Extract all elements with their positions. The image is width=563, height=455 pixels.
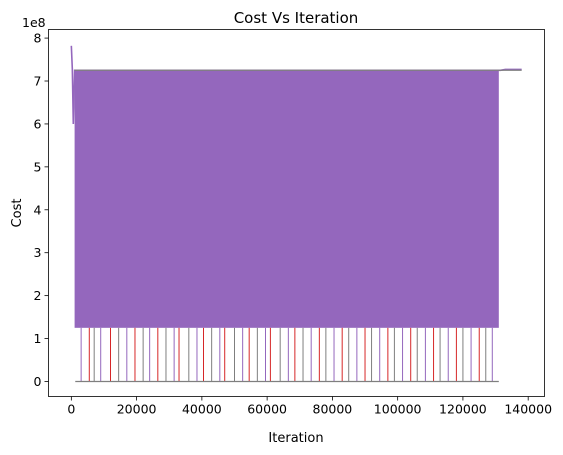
- y-axis-label: Cost: [10, 199, 25, 228]
- y-tick-label: 7: [34, 74, 42, 89]
- y-tick-label: 1: [34, 331, 42, 346]
- x-tick-label: 120000: [439, 402, 487, 417]
- plot-frame: [48, 29, 545, 397]
- x-tick-label: 140000: [504, 402, 552, 417]
- y-axis-ticks: 0 1 2 3 4 5 6 7 8: [34, 31, 49, 389]
- y-tick-label: 6: [34, 116, 42, 131]
- x-tick-label: 40000: [182, 402, 222, 417]
- x-axis-label: Iteration: [268, 431, 323, 446]
- y-tick-label: 0: [34, 374, 42, 389]
- x-tick-label: 100000: [374, 402, 422, 417]
- series-dense-band: [74, 70, 499, 328]
- plot-area: [70, 45, 522, 383]
- x-tick-label: 0: [67, 402, 75, 417]
- chart-title: Cost Vs Iteration: [234, 9, 359, 27]
- y-tick-label: 5: [34, 159, 42, 174]
- y-tick-label: 3: [34, 245, 42, 260]
- x-tick-label: 60000: [247, 402, 287, 417]
- y-axis-offset-label: 1e8: [22, 15, 46, 30]
- y-tick-label: 8: [34, 31, 42, 46]
- y-tick-label: 4: [34, 202, 42, 217]
- x-axis-ticks: 0 20000 40000 60000 80000 100000 120000 140000: [67, 396, 552, 417]
- y-tick-label: 2: [34, 288, 42, 303]
- series-layer: [70, 45, 522, 383]
- x-tick-label: 80000: [313, 402, 353, 417]
- x-tick-label: 20000: [117, 402, 157, 417]
